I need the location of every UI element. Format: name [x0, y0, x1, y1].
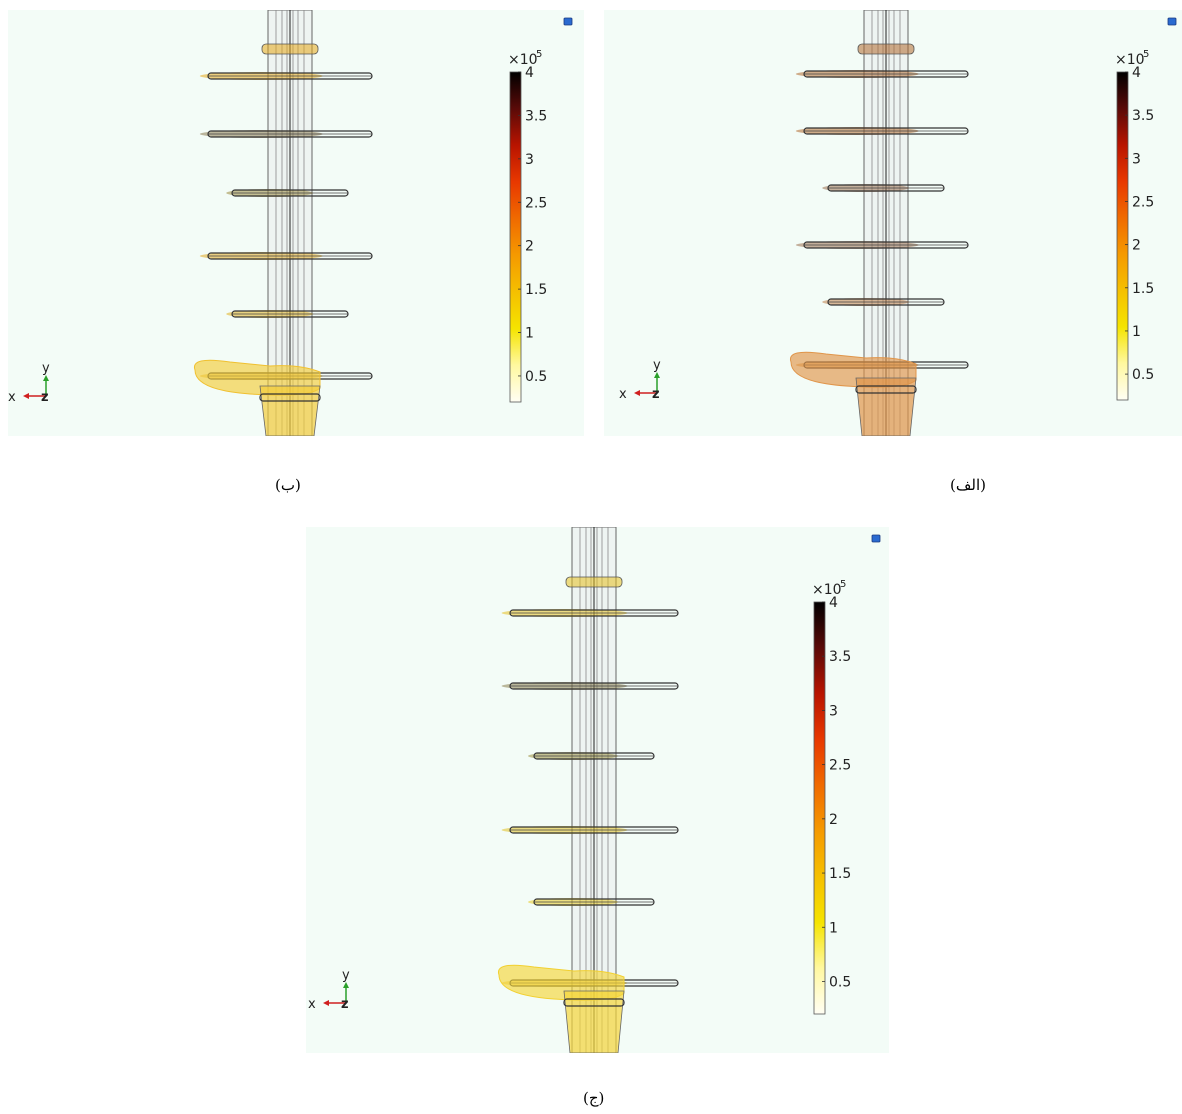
z-axis-label: z: [652, 387, 660, 402]
colorbar-tick-label: 2.5: [829, 758, 851, 774]
y-axis-label: y: [342, 968, 350, 983]
colorbar: [1116, 71, 1129, 401]
colorbar: [509, 71, 522, 403]
lower-shed: [855, 385, 917, 394]
insulator-plot-jim: 4 3.5 3 2.5 2 1.5 1 0.5 ×105 y x z: [308, 527, 881, 1053]
colorbar-tick-label: 0.5: [829, 974, 851, 990]
colorbar-tick-label: 4: [1132, 65, 1141, 81]
y-axis-label: y: [653, 358, 661, 373]
insulator-plot-b: 4 3.5 3 2.5 2 1.5 1 0.5 ×105 y x z: [8, 10, 573, 436]
x-axis-label: x: [619, 387, 627, 402]
plot-panel-alef: 4 3.5 3 2.5 2 1.5 1 0.5 ×10 5 y x z: [604, 10, 1182, 436]
top-collar: [857, 43, 915, 55]
colorbar-tick-label: 2: [829, 812, 838, 828]
colorbar-tick-label: 2: [525, 239, 534, 255]
x-axis-label: x: [308, 997, 316, 1012]
colorbar-tick-label: 0.5: [1132, 367, 1154, 383]
colorbar-tick-label: 1: [829, 920, 838, 936]
z-axis-label: z: [41, 390, 49, 405]
colorbar-tick-label: 1: [525, 326, 534, 342]
plot-panel-jim: 4 3.5 3 2.5 2 1.5 1 0.5 ×10 5 y x z: [306, 527, 889, 1053]
x-arrowhead: [323, 1000, 329, 1006]
colorbar-tick-label: 3: [525, 152, 534, 168]
z-axis-label: z: [341, 997, 349, 1012]
top-collar: [565, 576, 623, 588]
colorbar-tick-label: 3: [1132, 151, 1141, 167]
lower-shed: [259, 393, 321, 402]
end-fitting: [563, 990, 625, 1053]
y-arrowhead: [343, 982, 349, 988]
colorbar-multiplier: ×10: [508, 52, 538, 68]
colorbar-exponent: 5: [536, 49, 542, 60]
colorbar-tick-label: 2.5: [1132, 194, 1154, 210]
y-axis-label: y: [42, 361, 50, 376]
end-fitting: [855, 377, 917, 436]
colorbar-multiplier: ×10: [1115, 52, 1145, 68]
lower-shed: [563, 998, 625, 1007]
colorbar-tick-label: 2.5: [525, 195, 547, 211]
x-arrowhead: [23, 393, 29, 399]
plot-panel-b: 4 3.5 3 2.5 2 1.5 1 0.5 ×10 5 y x z: [8, 10, 584, 436]
colorbar-tick-label: 4: [525, 65, 534, 81]
colorbar-tick-label: 4: [829, 595, 838, 611]
colorbar-exponent: 5: [840, 579, 846, 590]
colorbar-tick-label: 1.5: [525, 282, 547, 298]
caption-alef: (الف): [950, 476, 986, 494]
y-arrowhead: [654, 372, 660, 378]
caption-b: (ب): [275, 476, 301, 494]
end-fitting: [259, 385, 321, 436]
insulator-plot-alef: 4 3.5 3 2.5 2 1.5 1 0.5 ×105 y x z: [619, 10, 1177, 436]
window-icon: [1167, 17, 1177, 26]
colorbar-tick-label: 3.5: [829, 649, 851, 665]
insulator-core: [261, 10, 319, 436]
caption-jim: (ج): [583, 1089, 605, 1107]
window-icon: [871, 534, 881, 543]
colorbar-tick-label: 1.5: [1132, 281, 1154, 297]
colorbar-tick-label: 3: [829, 703, 838, 719]
x-axis-label: x: [8, 390, 16, 405]
colorbar: [813, 601, 826, 1015]
colorbar-tick-label: 2: [1132, 238, 1141, 254]
colorbar-tick-label: 3.5: [525, 108, 547, 124]
colorbar-tick-label: 3.5: [1132, 108, 1154, 124]
top-collar: [261, 43, 319, 55]
x-arrowhead: [634, 390, 640, 396]
colorbar-exponent: 5: [1143, 49, 1149, 60]
colorbar-tick-label: 1: [1132, 324, 1141, 340]
window-icon: [563, 17, 573, 26]
colorbar-multiplier: ×10: [812, 582, 842, 598]
y-arrowhead: [43, 375, 49, 381]
colorbar-tick-label: 0.5: [525, 369, 547, 385]
colorbar-tick-label: 1.5: [829, 866, 851, 882]
